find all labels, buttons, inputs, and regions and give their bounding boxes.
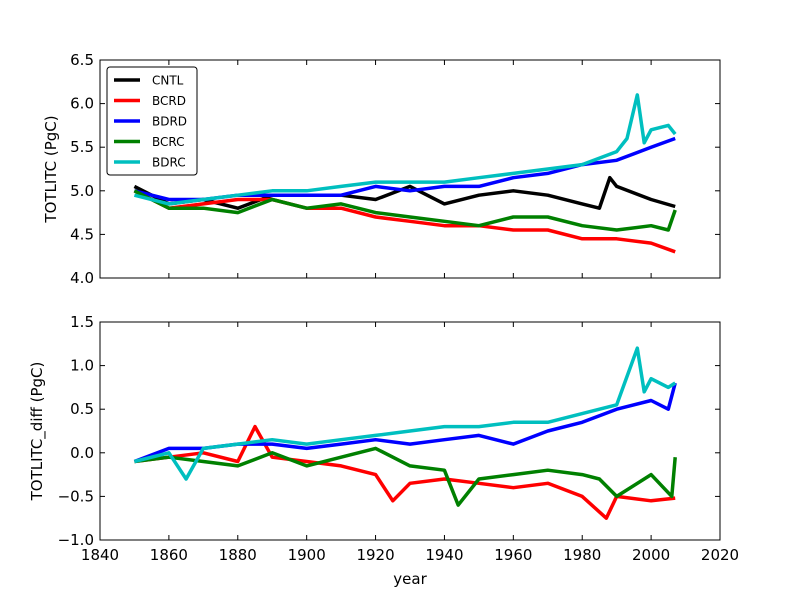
y-tick-label: 0.0 — [70, 444, 94, 462]
x-tick-label: 1880 — [219, 546, 257, 564]
x-tick-label: 1840 — [81, 546, 119, 564]
x-tick-label: 1960 — [494, 546, 532, 564]
series-line-bdrc — [133, 93, 677, 206]
legend-label-bdrd: BDRD — [152, 115, 187, 129]
x-tick-label: 1900 — [288, 546, 326, 564]
y-tick-label: −0.5 — [58, 487, 94, 505]
y-axis-label: TOTLITC (PgC) — [42, 115, 60, 223]
series-line-bcrc — [133, 189, 677, 232]
x-tick-label: 1920 — [356, 546, 394, 564]
series-lines — [133, 93, 677, 254]
series-line-cntl — [133, 175, 676, 210]
x-axis-label: year — [393, 570, 427, 588]
x-tick-label: 2000 — [632, 546, 670, 564]
legend-label-bcrd: BCRD — [152, 94, 186, 108]
y-tick-label: 0.5 — [70, 400, 94, 418]
legend-label-bdrc: BDRC — [152, 156, 186, 170]
legend-label-bcrc: BCRC — [152, 135, 185, 149]
x-tick-label: 1940 — [425, 546, 463, 564]
y-tick-label: 4.5 — [70, 225, 94, 243]
series-line-bdrd — [133, 382, 677, 464]
y-tick-label: 4.0 — [70, 269, 94, 287]
x-tick-label: 2020 — [701, 546, 739, 564]
legend-label-cntl: CNTL — [152, 74, 184, 88]
x-tick-label: 1980 — [563, 546, 601, 564]
chart-top-totlitc: 4.0 4.5 5.0 5.5 6.0 6.5 TOTLITC (PgC) CNTL BCRD B… — [42, 51, 721, 287]
series-line-bcrd — [134, 424, 676, 520]
legend-box — [106, 66, 198, 176]
series-line-bcrd — [133, 189, 676, 254]
series-lines — [133, 346, 677, 520]
plot-frame — [99, 321, 721, 541]
series-line-bdrc — [133, 346, 677, 481]
y-axis-label: TOTLITC_diff (PgC) — [28, 362, 47, 502]
series-line-bcrc — [134, 446, 677, 507]
y-tick-label: 5.0 — [70, 182, 94, 200]
y-tick-label: 1.5 — [70, 313, 94, 331]
x-tick-label: 1860 — [150, 546, 188, 564]
legend: CNTL BCRD BDRD BCRC BDRC — [106, 66, 198, 176]
y-tick-label: 1.0 — [70, 357, 94, 375]
y-tick-label: 6.0 — [70, 95, 94, 113]
chart-bottom-totlitc-diff: −1.0 −0.5 0.0 0.5 1.0 1.5 1840 1860 1880 1900 1920… — [28, 313, 739, 588]
series-line-bdrd — [133, 136, 676, 202]
plot-frame — [99, 59, 721, 279]
y-tick-label: −1.0 — [58, 531, 94, 549]
y-tick-label: 6.5 — [70, 51, 94, 69]
y-tick-label: 5.5 — [70, 138, 94, 156]
